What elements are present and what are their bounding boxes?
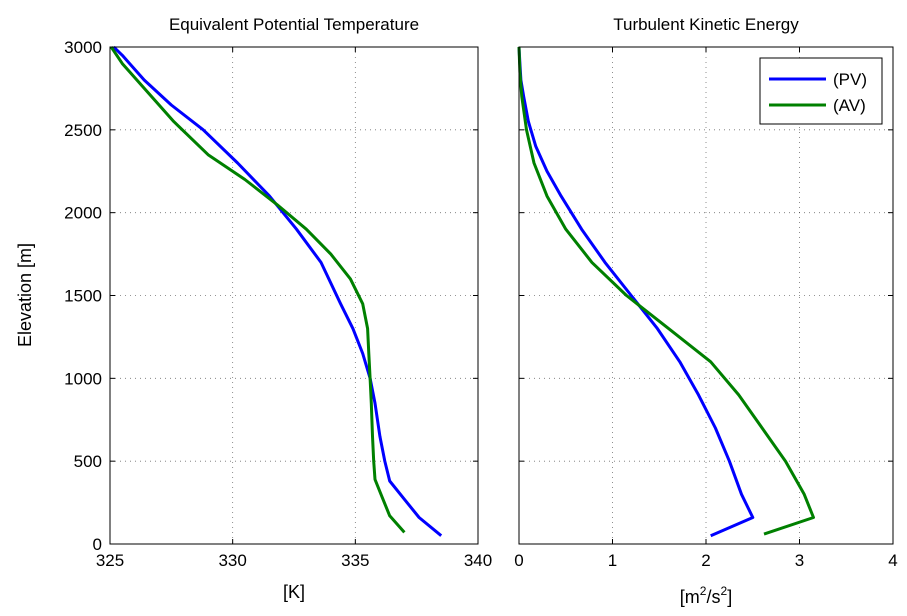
tke-xtick-label: 3 (795, 551, 804, 570)
theta-e-xtick-label: 330 (218, 551, 246, 570)
theta-e-panel: Equivalent Potential Temperature 325 330 3… (15, 15, 492, 602)
legend: (PV) (AV) (759, 57, 883, 125)
theta-e-series-av-line (109, 46, 406, 534)
theta-e-ytick-label: 3000 (64, 38, 102, 57)
legend-label-av: (AV) (833, 96, 866, 115)
tke-series-av-line (517, 46, 815, 536)
tke-series (517, 46, 815, 538)
theta-e-grid (110, 47, 478, 544)
tke-series-pv-line (517, 46, 755, 538)
tke-ticks: 0 1 2 3 4 (514, 46, 898, 570)
theta-e-ytick-label: 2500 (64, 121, 102, 140)
theta-e-series (109, 45, 443, 537)
legend-label-pv: (PV) (833, 70, 867, 89)
theta-e-title: Equivalent Potential Temperature (169, 15, 419, 34)
theta-e-ytick-label: 2000 (64, 204, 102, 223)
theta-e-ytick-label: 0 (93, 535, 102, 554)
theta-e-xtick-label: 340 (464, 551, 492, 570)
tke-title: Turbulent Kinetic Energy (613, 15, 799, 34)
tke-xlabel: [m2/s2] (680, 584, 732, 607)
theta-e-ytick-label: 500 (74, 452, 102, 471)
tke-xtick-label: 4 (888, 551, 897, 570)
theta-e-xtick-label: 335 (341, 551, 369, 570)
tke-xtick-label: 2 (701, 551, 710, 570)
theta-e-xtick-label: 325 (96, 551, 124, 570)
theta-e-xlabel: [K] (283, 582, 305, 602)
theta-e-ytick-label: 1500 (64, 287, 102, 306)
theta-e-series-pv-line (112, 45, 443, 537)
theta-e-ytick-label: 1000 (64, 369, 102, 388)
tke-xtick-label: 0 (514, 551, 523, 570)
theta-e-ticks: 325 330 335 340 0 500 1000 1500 2000 2500 3000 (64, 38, 492, 570)
legend-box (759, 57, 883, 125)
tke-panel: Turbulent Kinetic Energy 0 1 2 3 4 [m2/s2] (… (514, 15, 897, 607)
elevation-ylabel: Elevation [m] (15, 243, 35, 347)
tke-xtick-label: 1 (608, 551, 617, 570)
